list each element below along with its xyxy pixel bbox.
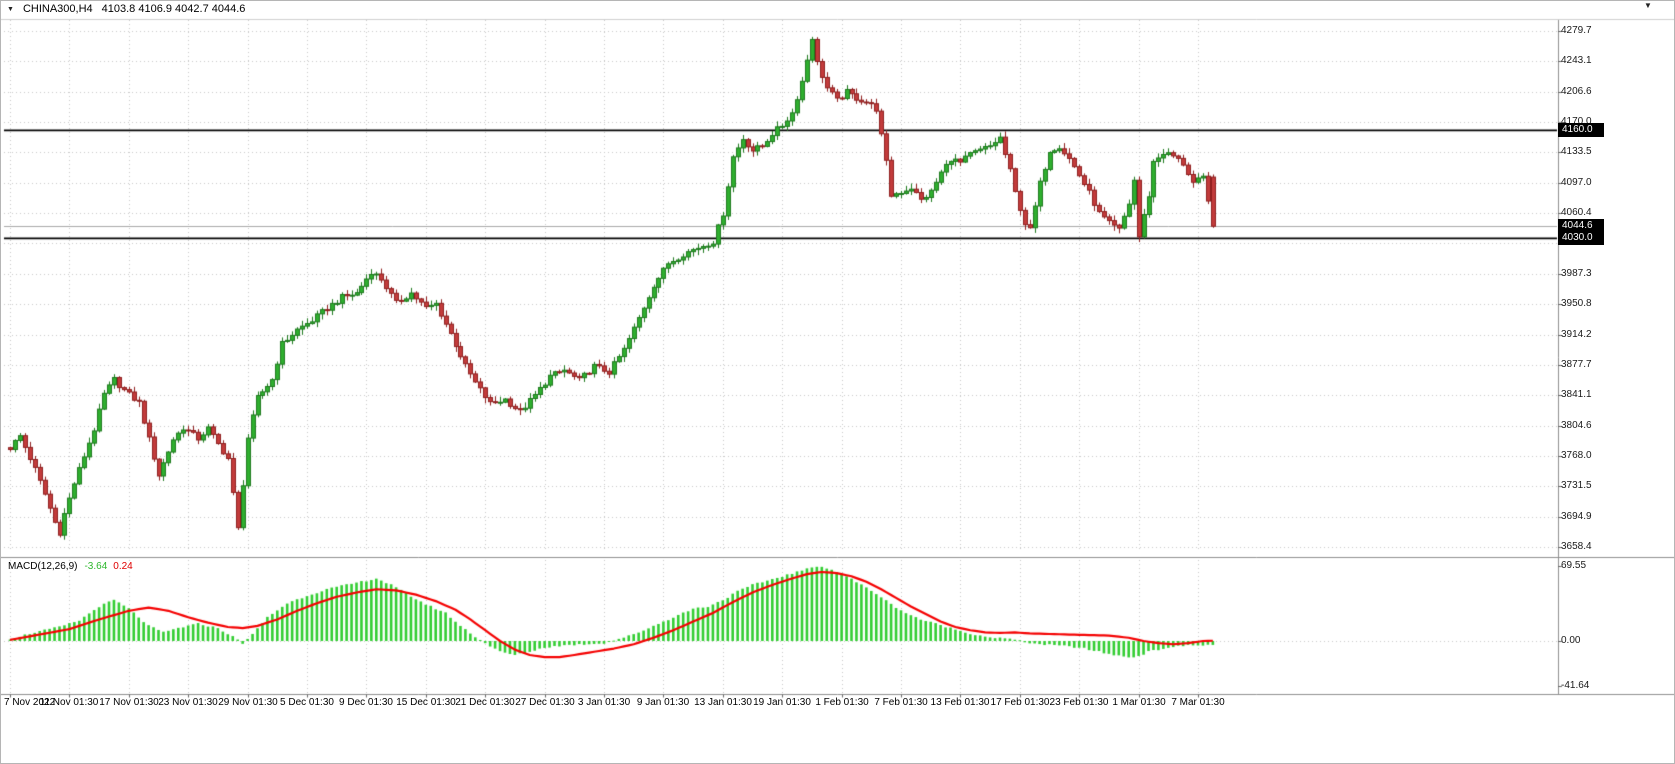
- symbol-dropdown-arrow-icon[interactable]: ▼: [7, 5, 14, 13]
- macd-name-label: MACD(12,26,9): [8, 561, 78, 572]
- scroll-arrow-icon[interactable]: ▼: [1644, 1, 1652, 10]
- macd-signal-value: 0.24: [113, 561, 133, 572]
- price-level-tag: 4160.0: [1558, 123, 1604, 137]
- macd-main-value: -3.64: [84, 561, 108, 572]
- ohlc-values-label: 4103.8 4106.9 4042.7 4044.6: [101, 3, 246, 15]
- symbol-timeframe-label: CHINA300,H4: [22, 3, 93, 15]
- chart-header: ▼ CHINA300,H4 4103.8 4106.9 4042.7 4044.…: [7, 3, 245, 15]
- price-level-tag: 4030.0: [1558, 231, 1604, 245]
- current-price-tag: 4044.6: [1558, 219, 1604, 233]
- macd-indicator-label: MACD(12,26,9) -3.64 0.24: [8, 561, 133, 572]
